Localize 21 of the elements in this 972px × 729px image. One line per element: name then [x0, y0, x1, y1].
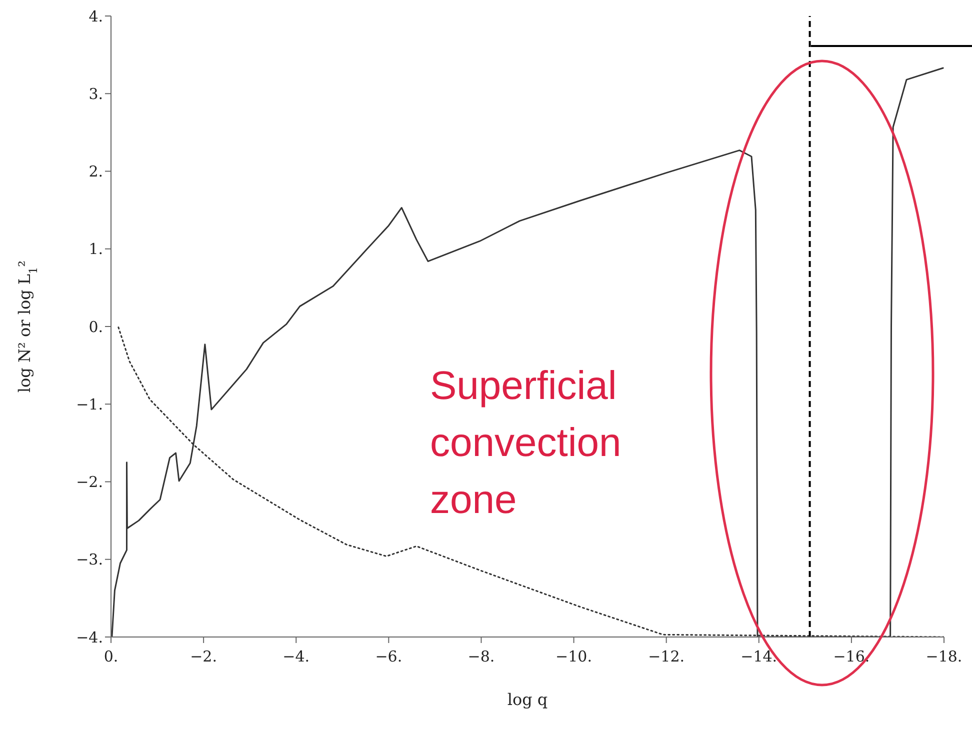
y-tick-label: 4. [88, 7, 103, 26]
x-tick-label: 0. [104, 648, 118, 666]
y-tick-label: 3. [88, 84, 103, 103]
y-tick-label: 2. [88, 162, 103, 181]
x-tick-label: −14. [740, 648, 778, 666]
x-axis-title: log q [507, 690, 548, 709]
x-tick-label: −16. [833, 648, 870, 666]
y-tick-label: 0. [88, 318, 103, 336]
x-tick-label: −2. [190, 648, 217, 666]
x-tick-label: −6. [375, 648, 402, 666]
y-tick-label: −4. [76, 628, 103, 646]
x-tick-label: −18. [926, 648, 962, 666]
y-tick-label: −2. [76, 473, 103, 492]
y-tick-label: −3. [76, 550, 103, 569]
x-tick-label: −10. [556, 648, 592, 666]
x-tick-label: −4. [282, 648, 310, 666]
x-tick-label: −12. [648, 648, 685, 666]
y-tick-label: −1. [76, 395, 103, 414]
y-tick-label: 1. [88, 240, 103, 258]
annotation: Superficial convection zone [430, 363, 622, 524]
x-tick-label: −8. [468, 648, 495, 666]
